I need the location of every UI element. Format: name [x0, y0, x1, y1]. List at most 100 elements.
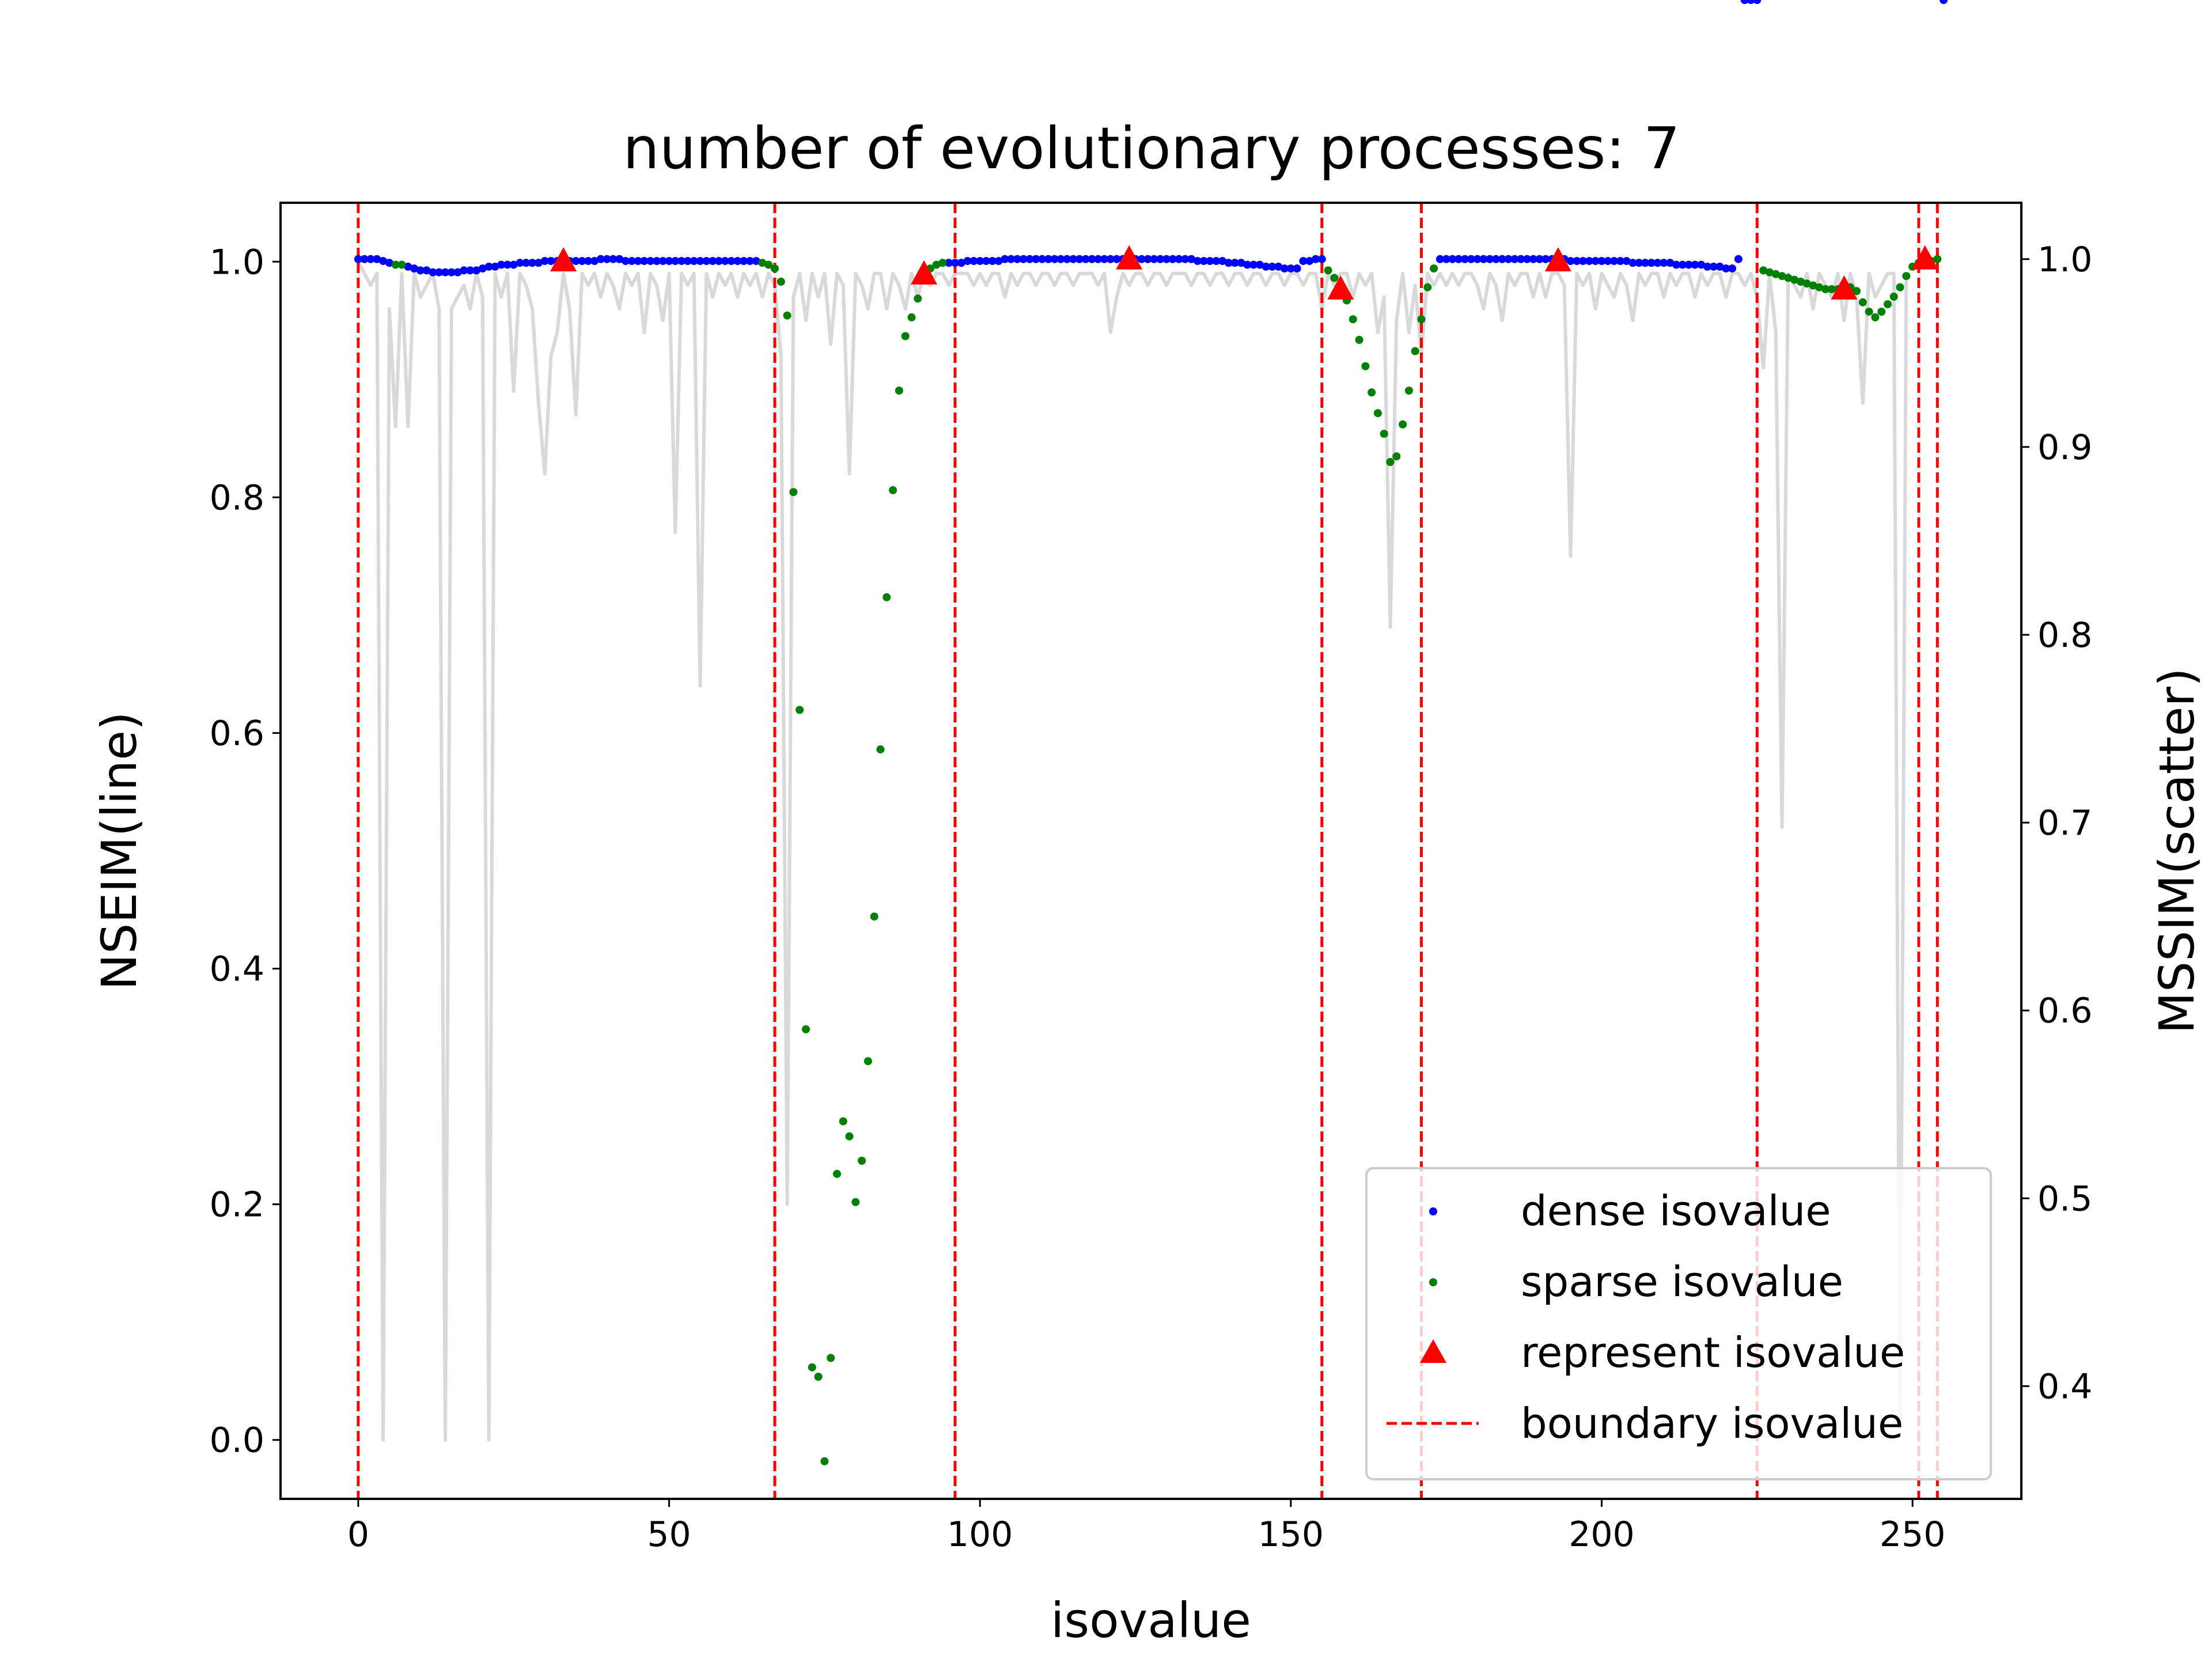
dense-point	[1622, 257, 1631, 266]
sparse-point	[1778, 272, 1786, 281]
dense-point	[491, 262, 499, 271]
y-left-tick-label: 0.2	[210, 1185, 264, 1225]
dense-point	[1317, 255, 1326, 263]
dense-point	[584, 257, 593, 266]
sparse-point	[863, 1057, 872, 1066]
represent-marker	[1116, 245, 1143, 270]
sparse-point	[1765, 268, 1774, 276]
dense-point	[1206, 257, 1214, 266]
dense-point	[1069, 255, 1078, 263]
dense-point	[1243, 260, 1252, 269]
dense-point	[1504, 255, 1513, 263]
dense-point	[1728, 264, 1737, 273]
sparse-point	[796, 706, 804, 714]
legend-boundary-label: boundary isovalue	[1521, 1399, 1903, 1448]
dense-point	[982, 257, 990, 266]
sparse-point	[1330, 274, 1339, 282]
dense-point	[1100, 255, 1109, 263]
dense-point	[460, 266, 468, 275]
sparse-point	[1815, 283, 1824, 291]
sparse-point	[1430, 264, 1438, 273]
dense-point	[1461, 255, 1469, 263]
sparse-point	[858, 1157, 866, 1165]
dense-point	[1628, 259, 1637, 267]
sparse-point	[1827, 285, 1836, 293]
dense-point	[1112, 255, 1121, 263]
y-right-axis-label: MSSIM(scatter)	[2149, 668, 2205, 1033]
sparse-point	[1853, 287, 1861, 296]
legend-dense-marker	[1429, 1207, 1437, 1215]
sparse-point	[1809, 281, 1817, 290]
sparse-point	[901, 332, 910, 340]
legend-represent-label: represent isovalue	[1521, 1328, 1905, 1377]
dense-point	[1734, 255, 1743, 263]
nseim-line	[357, 260, 1908, 1442]
sparse-point	[789, 488, 798, 497]
x-tick-label: 200	[1569, 1514, 1635, 1555]
dense-point	[1013, 255, 1021, 263]
dense-point	[1448, 255, 1457, 263]
sparse-point	[1417, 315, 1426, 324]
sparse-point	[814, 1373, 823, 1381]
y-right-tick-label: 0.8	[2037, 615, 2092, 656]
sparse-point	[1771, 270, 1780, 278]
sparse-point	[1821, 285, 1830, 293]
dense-point	[1566, 257, 1575, 266]
dense-point	[360, 255, 369, 263]
dense-point	[373, 255, 381, 263]
sparse-point	[1902, 272, 1911, 281]
dense-point	[1722, 264, 1730, 273]
sparse-point	[777, 278, 785, 286]
dense-point	[1467, 255, 1475, 263]
dense-point	[1529, 255, 1537, 263]
y-left-tick-label: 0.6	[210, 713, 264, 753]
y-right-tick-label: 0.6	[2037, 991, 2092, 1031]
dense-point	[665, 257, 673, 266]
sparse-point	[895, 387, 903, 395]
dense-point	[1293, 264, 1301, 273]
dense-point	[1181, 255, 1190, 263]
dense-point	[1312, 255, 1320, 263]
dense-point	[354, 255, 362, 263]
dense-point	[1274, 262, 1283, 271]
sparse-point	[820, 1457, 829, 1465]
represent-marker	[550, 247, 577, 272]
dense-point	[1579, 257, 1588, 266]
dense-point	[671, 257, 680, 266]
dense-point	[404, 262, 412, 271]
y-right-tick-label: 1.0	[2037, 240, 2092, 280]
chart-title: number of evolutionary processes: 7	[623, 115, 1680, 182]
sparse-point	[1404, 387, 1413, 395]
dense-point	[422, 266, 431, 275]
sparse-point	[1324, 266, 1332, 275]
dense-point	[1281, 264, 1289, 273]
dense-point	[1573, 257, 1581, 266]
sparse-point	[1784, 274, 1793, 282]
sparse-point	[914, 294, 922, 303]
dense-point	[658, 257, 667, 266]
sparse-point	[1877, 308, 1886, 316]
dense-point	[1199, 257, 1208, 266]
sparse-point	[851, 1198, 860, 1206]
sparse-point	[882, 593, 891, 601]
dense-point	[1591, 257, 1600, 266]
dense-point	[1455, 255, 1463, 263]
dense-point	[634, 257, 642, 266]
dense-point	[534, 259, 543, 267]
dense-point	[447, 268, 456, 276]
dense-point	[1684, 260, 1693, 269]
dense-point	[957, 259, 965, 267]
dense-point	[976, 257, 984, 266]
dense-point	[453, 268, 462, 276]
dense-point	[1647, 259, 1656, 267]
dense-point	[1691, 260, 1699, 269]
dense-point	[1709, 262, 1718, 271]
dense-point	[1492, 255, 1500, 263]
dense-point	[1479, 255, 1488, 263]
dense-point	[1268, 262, 1277, 271]
dense-point	[1175, 255, 1183, 263]
dense-point	[988, 257, 997, 266]
represent-marker	[1327, 275, 1354, 300]
plot-area	[354, 0, 1948, 1499]
